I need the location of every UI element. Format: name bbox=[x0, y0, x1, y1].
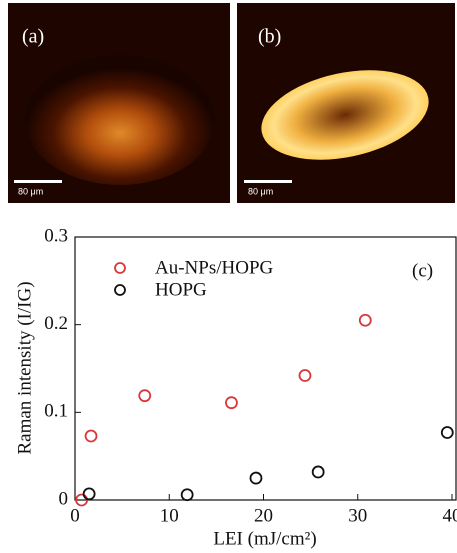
image-a-feature bbox=[25, 55, 215, 185]
legend-label: Au-NPs/HOPG bbox=[155, 257, 274, 278]
y-tick-label: 0 bbox=[59, 488, 69, 509]
legend-marker bbox=[115, 285, 125, 295]
y-tick-label: 0.2 bbox=[44, 313, 68, 334]
scale-bar bbox=[14, 180, 62, 183]
point bbox=[360, 315, 371, 326]
point bbox=[313, 466, 324, 477]
point bbox=[299, 370, 310, 381]
panel-label: (c) bbox=[412, 260, 433, 281]
scale-bar bbox=[244, 180, 292, 183]
x-tick-label: 30 bbox=[348, 505, 367, 526]
figure: (a) (b) 80 μm 80 μm (c) LEI (mJ/cm²) Ram… bbox=[0, 0, 457, 553]
point bbox=[442, 427, 453, 438]
scale-label: 80 μm bbox=[248, 186, 273, 196]
y-tick-label: 0.3 bbox=[44, 225, 68, 246]
x-tick-label: 0 bbox=[70, 505, 80, 526]
point bbox=[250, 473, 261, 484]
x-axis-label: LEI (mJ/cm²) bbox=[213, 528, 316, 549]
y-axis-label: Raman intensity (I/IG) bbox=[14, 281, 35, 454]
point bbox=[86, 431, 97, 442]
y-tick-label: 0.1 bbox=[44, 401, 68, 422]
legend-label: HOPG bbox=[155, 279, 207, 300]
point bbox=[139, 390, 150, 401]
point bbox=[182, 489, 193, 500]
point bbox=[226, 397, 237, 408]
legend-marker bbox=[115, 263, 125, 273]
x-tick-label: 20 bbox=[254, 505, 273, 526]
x-tick-label: 10 bbox=[160, 505, 179, 526]
scale-label: 80 μm bbox=[18, 186, 43, 196]
x-tick-label: 40 bbox=[443, 505, 457, 526]
point bbox=[84, 488, 95, 499]
plot: (c) LEI (mJ/cm²) Raman intensity (I/IG) … bbox=[14, 225, 457, 549]
panel-label: (b) bbox=[258, 26, 281, 48]
panel-label: (a) bbox=[22, 26, 44, 48]
